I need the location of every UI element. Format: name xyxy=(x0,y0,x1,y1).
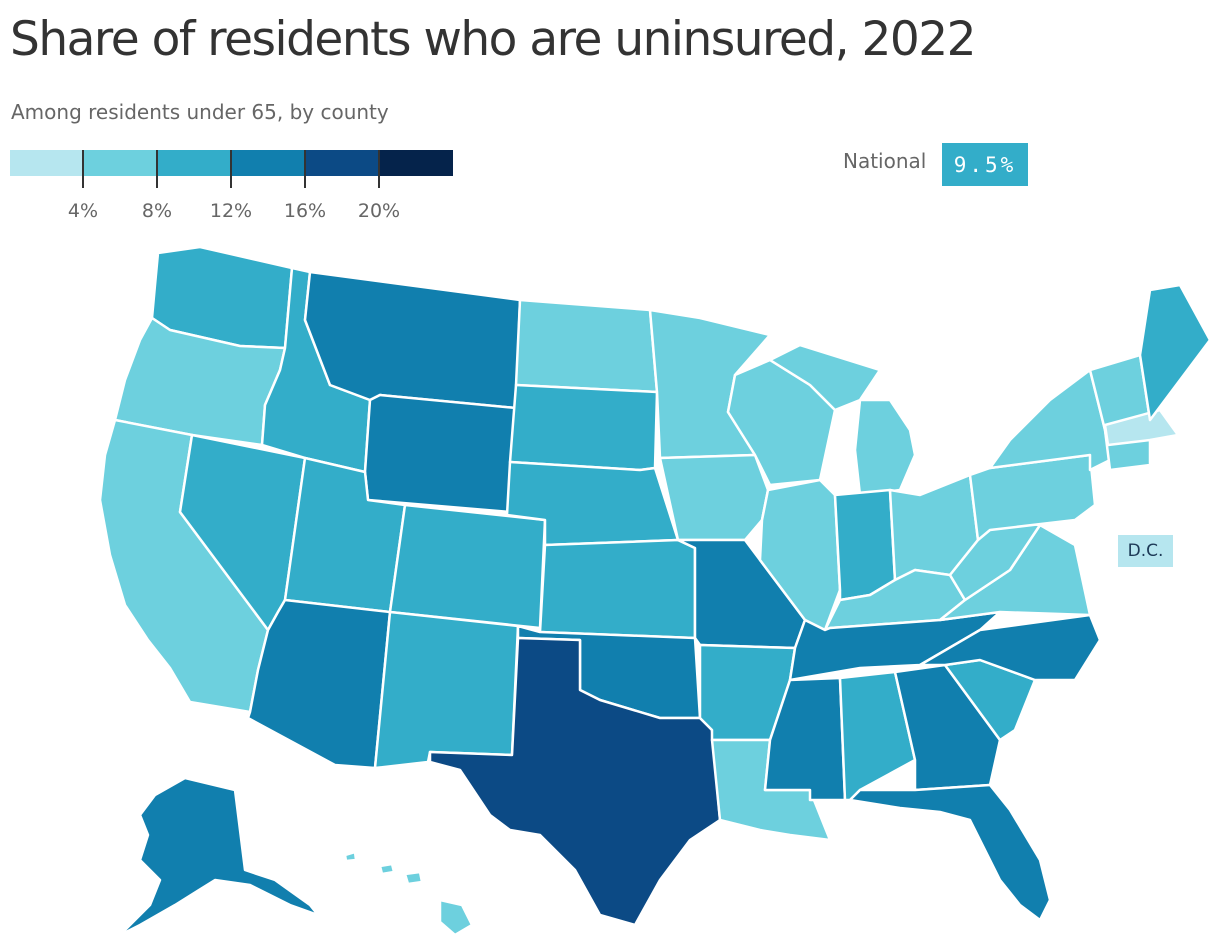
legend-tick-label: 8% xyxy=(141,200,173,222)
state-mississippi xyxy=(763,676,847,802)
state-texas xyxy=(428,636,722,927)
dc-label: D.C. xyxy=(1118,535,1173,567)
state-north-dakota xyxy=(514,298,659,394)
legend-swatch xyxy=(157,150,232,176)
legend-tick-label: 4% xyxy=(67,200,99,222)
state-montana xyxy=(303,270,522,410)
legend-tick xyxy=(304,150,306,188)
national-label: National xyxy=(843,149,927,173)
national-value-badge: 9.5% xyxy=(942,143,1028,186)
legend-tick xyxy=(230,150,232,188)
state-indiana xyxy=(833,488,897,602)
state-hawaii xyxy=(343,850,474,937)
legend-tick-label: 12% xyxy=(209,200,253,222)
state-new-york xyxy=(988,368,1112,472)
state-new-mexico xyxy=(373,610,520,770)
state-alaska xyxy=(118,776,320,937)
legend-swatch xyxy=(10,150,84,176)
state-arizona xyxy=(246,598,392,770)
state-north-carolina xyxy=(918,613,1102,682)
state-michigan xyxy=(768,343,917,497)
chart-subtitle: Among residents under 65, by county xyxy=(11,100,389,124)
state-maine xyxy=(1138,283,1212,422)
legend-swatch xyxy=(231,150,306,176)
chart-title: Share of residents who are uninsured, 20… xyxy=(10,12,977,67)
state-south-dakota xyxy=(508,383,659,472)
state-florida xyxy=(848,783,1052,922)
legend-tick-label: 16% xyxy=(283,200,327,222)
color-legend xyxy=(10,150,453,176)
state-wyoming xyxy=(363,393,518,514)
legend-swatch xyxy=(379,150,453,176)
legend-swatch xyxy=(305,150,380,176)
legend-swatch xyxy=(83,150,158,176)
legend-tick xyxy=(82,150,84,188)
legend-tick xyxy=(156,150,158,188)
state-kansas xyxy=(538,538,697,640)
legend-tick xyxy=(378,150,380,188)
state-colorado xyxy=(388,503,547,630)
state-iowa xyxy=(658,453,770,542)
legend-tick-label: 20% xyxy=(357,200,401,222)
